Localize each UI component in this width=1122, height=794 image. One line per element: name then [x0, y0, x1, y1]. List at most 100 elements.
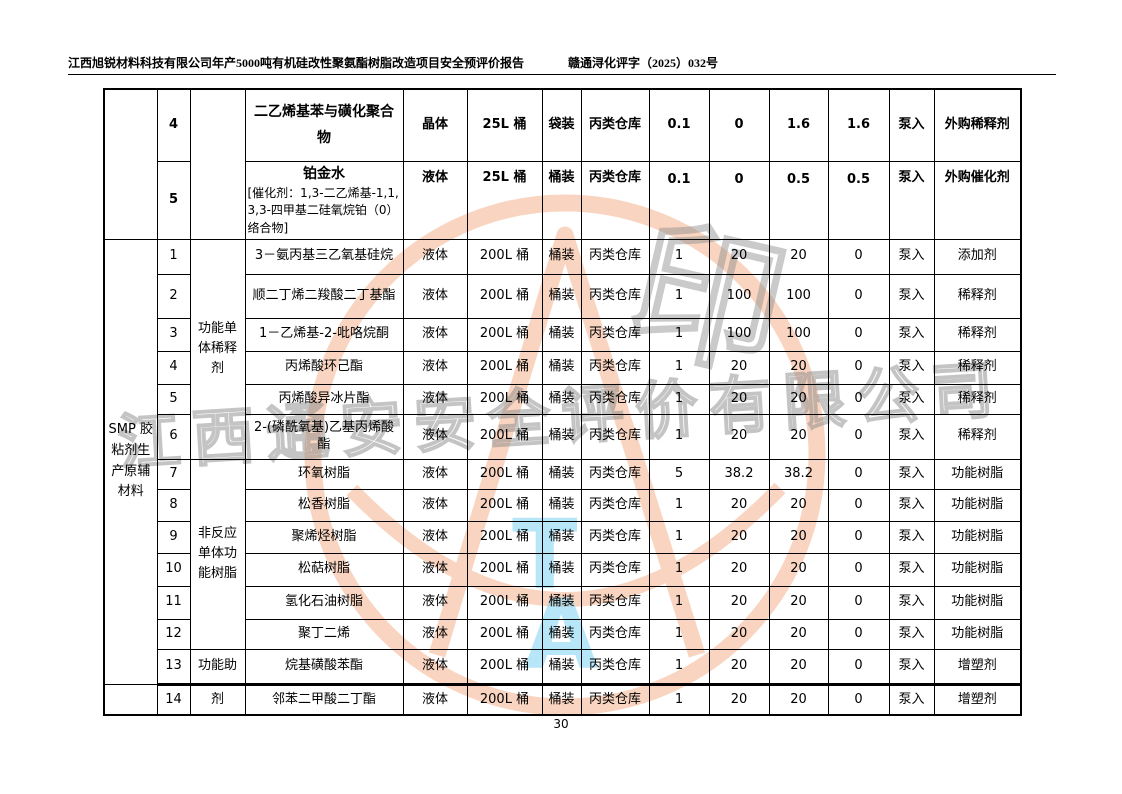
value-cell: 0: [827, 585, 890, 620]
value-cell: 100: [768, 273, 829, 319]
material-name: 二乙烯基苯与磺化聚合物: [244, 88, 404, 162]
value-cell: 20: [708, 585, 770, 620]
remark: 稀释剂: [933, 273, 1022, 319]
storage-type: 丙类仓库: [580, 552, 650, 587]
value-cell: 1.6: [827, 88, 890, 162]
value-cell: 20: [708, 383, 770, 415]
value-cell: 0: [827, 552, 890, 587]
table-row: 4 二乙烯基苯与磺化聚合物 晶体 25L 桶 袋装 丙类仓库 0.1 0 1.6…: [103, 88, 1022, 240]
remark: 功能树脂: [933, 552, 1022, 587]
value-cell: 1: [648, 520, 710, 554]
feed-method: 泵入: [888, 458, 935, 490]
value-cell: 0: [827, 488, 890, 522]
value-cell: 100: [708, 273, 770, 319]
storage-type: 丙类仓库: [580, 317, 650, 352]
container-spec: 25L 桶: [466, 88, 543, 162]
value-cell: 0: [827, 317, 890, 352]
storage-type: 丙类仓库: [580, 648, 650, 686]
value-cell: 38.2: [768, 458, 829, 490]
group-label: 功能单体稀释剂: [189, 238, 246, 460]
packing-type: 桶装: [541, 383, 582, 415]
packing-type: 桶装: [541, 648, 582, 686]
physical-state: 液体: [402, 238, 468, 275]
value-cell: 1: [648, 317, 710, 352]
row-number: 2: [156, 273, 191, 319]
row-number: 3: [156, 317, 191, 352]
value-cell: 0: [827, 238, 890, 275]
packing-type: 桶装: [541, 317, 582, 352]
storage-type: 丙类仓库: [580, 520, 650, 554]
value-cell: 1: [648, 350, 710, 385]
page-number: 30: [553, 717, 569, 731]
feed-method: 泵入: [888, 160, 935, 240]
physical-state: 液体: [402, 618, 468, 650]
value-cell: 20: [768, 238, 829, 275]
value-cell: 0: [827, 683, 890, 716]
container-spec: 200L 桶: [466, 317, 543, 352]
value-cell: 0.5: [827, 160, 890, 240]
row-number: 4: [156, 88, 191, 162]
value-cell: 20: [708, 238, 770, 275]
packing-type: 袋装: [541, 88, 582, 162]
physical-state: 液体: [402, 683, 468, 716]
value-cell: 0.5: [768, 160, 829, 240]
value-cell: 0: [827, 458, 890, 490]
container-spec: 200L 桶: [466, 273, 543, 319]
value-cell: 20: [708, 618, 770, 650]
storage-type: 丙类仓库: [580, 458, 650, 490]
physical-state: 液体: [402, 520, 468, 554]
remark: 功能树脂: [933, 585, 1022, 620]
value-cell: 38.2: [708, 458, 770, 490]
table-row: 7 非反应单体功能树脂 环氧树脂 液体 200L 桶 桶装 丙类仓库 5 38.…: [104, 458, 1022, 650]
table-row: 14 剂 邻苯二甲酸二丁酯 液体 200L 桶 桶装 丙类仓库 1 20 20 …: [103, 683, 1022, 716]
row-number: 1: [156, 238, 191, 275]
value-cell: 1: [648, 238, 710, 275]
material-name: 邻苯二甲酸二丁酯: [244, 683, 404, 716]
page-header: 江西旭锐材料科技有限公司年产5000吨有机硅改性聚氨酯树脂改造项目安全预评价报告…: [68, 54, 1058, 71]
value-cell: 20: [708, 488, 770, 522]
value-cell: 20: [768, 585, 829, 620]
row-number: 5: [156, 160, 191, 240]
material-name: 氢化石油树脂: [244, 585, 404, 620]
remark: 功能树脂: [933, 618, 1022, 650]
value-cell: 0: [827, 648, 890, 686]
physical-state: 液体: [402, 585, 468, 620]
storage-type: 丙类仓库: [580, 413, 650, 460]
container-spec: 25L 桶: [466, 160, 543, 240]
row-number: 14: [156, 683, 191, 716]
remark: 稀释剂: [933, 413, 1022, 460]
remark: 功能树脂: [933, 488, 1022, 522]
material-name: 烷基磺酸苯酯: [244, 648, 404, 686]
storage-type: 丙类仓库: [580, 350, 650, 385]
material-name: 环氧树脂: [244, 458, 404, 490]
value-cell: 0.1: [648, 160, 710, 240]
material-name: 松香树脂: [244, 488, 404, 522]
storage-type: 丙类仓库: [580, 683, 650, 716]
row-number: 5: [156, 383, 191, 415]
storage-type: 丙类仓库: [580, 585, 650, 620]
value-cell: 0: [708, 160, 770, 240]
remark: 外购催化剂: [933, 160, 1022, 240]
feed-method: 泵入: [888, 552, 935, 587]
value-cell: 20: [768, 520, 829, 554]
physical-state: 液体: [402, 648, 468, 686]
value-cell: 1: [648, 488, 710, 522]
value-cell: 1: [648, 683, 710, 716]
material-name: 聚烯烃树脂: [244, 520, 404, 554]
value-cell: 100: [708, 317, 770, 352]
remark: 稀释剂: [933, 383, 1022, 415]
value-cell: 5: [648, 458, 710, 490]
value-cell: 20: [768, 552, 829, 587]
physical-state: 液体: [402, 552, 468, 587]
feed-method: 泵入: [888, 88, 935, 162]
physical-state: 液体: [402, 160, 468, 240]
document-number: 赣通浔化评字（2025）032号: [568, 56, 719, 70]
value-cell: 20: [708, 413, 770, 460]
container-spec: 200L 桶: [466, 552, 543, 587]
physical-state: 液体: [402, 383, 468, 415]
value-cell: 20: [768, 648, 829, 686]
storage-type: 丙类仓库: [580, 488, 650, 522]
feed-method: 泵入: [888, 585, 935, 620]
remark: 功能树脂: [933, 458, 1022, 490]
